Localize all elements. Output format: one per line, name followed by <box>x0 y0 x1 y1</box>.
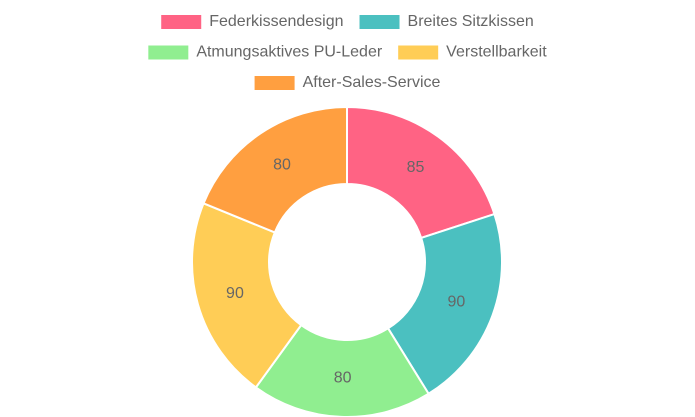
doughnut-slice[interactable] <box>254 323 430 417</box>
doughnut-slice[interactable] <box>386 212 503 396</box>
legend-swatch[interactable] <box>148 45 189 60</box>
legend-label: Atmungsaktives PU-Leder <box>196 44 383 61</box>
data-label: 80 <box>273 157 291 174</box>
legend-label: Federkissendesign <box>209 13 343 30</box>
data-label: 80 <box>334 370 352 387</box>
legend-swatch[interactable] <box>398 45 439 60</box>
doughnut-slice[interactable] <box>191 202 303 389</box>
doughnut-slice[interactable] <box>346 105 496 240</box>
data-label: 90 <box>447 293 465 310</box>
data-label: 90 <box>226 285 244 302</box>
data-label: 85 <box>407 159 425 176</box>
legend-swatch[interactable] <box>359 15 400 29</box>
legend-label: Verstellbarkeit <box>446 44 547 61</box>
legend-swatch[interactable] <box>254 76 295 90</box>
doughnut-slice[interactable] <box>202 105 348 234</box>
legend-label: After-Sales-Service <box>303 74 441 91</box>
legend-label: Breites Sitzkissen <box>408 13 534 30</box>
legend-swatch[interactable] <box>161 15 202 29</box>
